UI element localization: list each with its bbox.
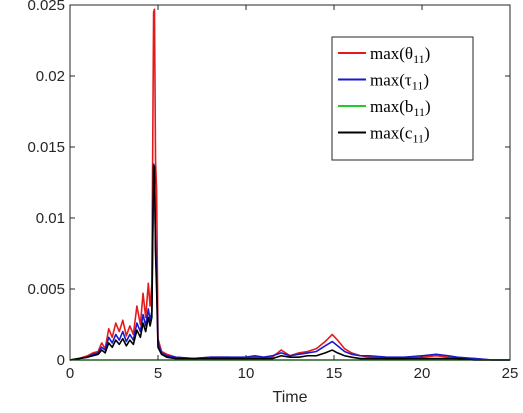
legend: max(θ11) max(τ11) max(b11) max(c11) [331, 36, 474, 161]
legend-label-1: max(τ11) [370, 71, 429, 93]
y-tick-label: 0.015 [27, 139, 65, 156]
x-tick-label: 25 [502, 365, 519, 382]
y-tick-label: 0.025 [27, 0, 65, 14]
series-line-1 [69, 163, 510, 361]
axes-layer: 0 5 10 15 20 25 0 0.005 0.01 0.015 0.02 0.025 [27, 0, 518, 382]
y-tick-label: 0.005 [27, 281, 65, 298]
y-tick-label: 0 [57, 352, 65, 369]
x-tick-label: 15 [326, 365, 343, 382]
series-line-3 [69, 164, 510, 361]
x-tick-label: 20 [414, 365, 431, 382]
x-axis-label: Time [273, 389, 308, 406]
legend-box [331, 36, 474, 161]
y-tick-label: 0.01 [36, 210, 65, 227]
plot-frame [69, 4, 511, 361]
legend-label-3: max(c11) [370, 124, 430, 146]
legend-label-0: max(θ11) [370, 44, 430, 66]
x-tick-label: 10 [238, 365, 255, 382]
x-tick-label: 5 [154, 365, 162, 382]
y-tick-label: 0.02 [36, 68, 65, 85]
x-tick-label: 0 [66, 365, 74, 382]
legend-label-2: max(b11) [370, 97, 431, 119]
